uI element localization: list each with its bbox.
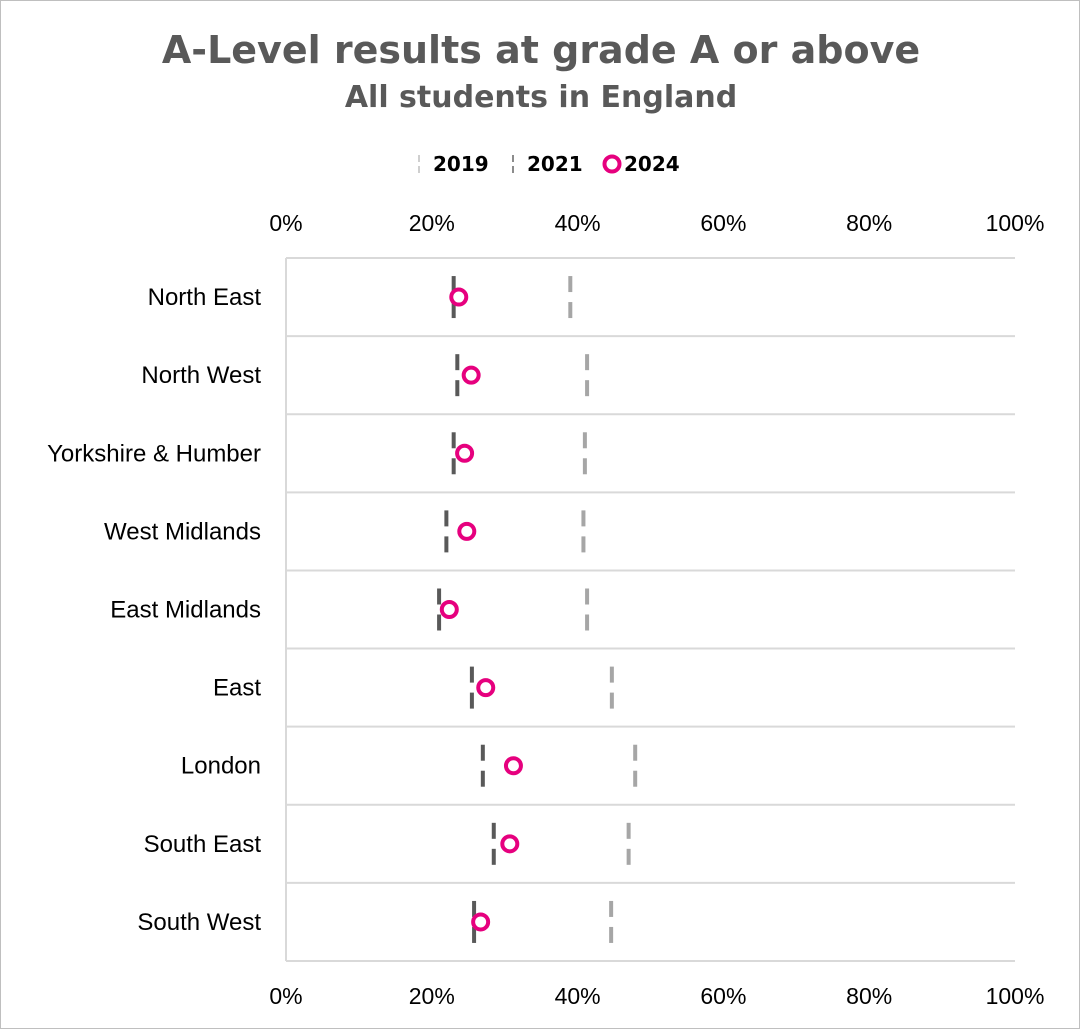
category-label: North East <box>148 284 262 311</box>
marker-2024 <box>476 678 496 698</box>
y-axis-categories: North East North West Yorkshire & Humber We… <box>47 284 261 936</box>
legend: 2019 2021 2024 <box>418 152 680 176</box>
category-label: London <box>181 753 261 780</box>
tick-label-bottom: 40% <box>555 983 601 1009</box>
legend-label: 2021 <box>527 152 583 176</box>
category-label: East Midlands <box>110 597 261 624</box>
marker-2024 <box>439 600 459 619</box>
tick-label-top: 40% <box>555 210 601 236</box>
marker-2024 <box>455 443 475 463</box>
category-label: East <box>213 675 261 702</box>
marker-2024 <box>503 756 523 776</box>
marker-2024 <box>449 287 469 307</box>
tick-label-top: 100% <box>986 210 1045 236</box>
x-axis-bottom: 0% 20% 40% 60% 80% 100% <box>269 983 1044 1009</box>
chart-subtitle: All students in England <box>345 80 737 115</box>
legend-label: 2019 <box>433 152 489 176</box>
legend-label: 2024 <box>624 152 680 176</box>
marker-2024 <box>500 834 520 854</box>
tick-label-bottom: 60% <box>700 983 746 1009</box>
legend-entry-2019: 2019 <box>418 152 489 176</box>
tick-label-bottom: 80% <box>846 983 892 1009</box>
tick-label-bottom: 0% <box>269 983 302 1009</box>
legend-entry-2021: 2021 <box>512 152 583 176</box>
grid <box>285 257 1015 962</box>
tick-label-bottom: 100% <box>986 983 1045 1009</box>
category-label: South East <box>144 831 262 858</box>
tick-label-top: 80% <box>846 210 892 236</box>
chart-title: A-Level results at grade A or above <box>162 28 920 72</box>
marker-2024 <box>461 365 481 385</box>
category-label: Yorkshire & Humber <box>47 440 261 467</box>
tick-label-bottom: 20% <box>409 983 455 1009</box>
category-label: North West <box>141 362 261 389</box>
data-marks <box>437 276 638 943</box>
tick-label-top: 60% <box>700 210 746 236</box>
category-label: West Midlands <box>104 518 261 545</box>
marker-2024 <box>471 912 491 932</box>
legend-marker-circle <box>602 154 622 174</box>
tick-label-top: 0% <box>269 210 302 236</box>
marker-2024 <box>457 521 477 541</box>
x-axis-top: 0% 20% 40% 60% 80% 100% <box>269 210 1044 236</box>
category-label: South West <box>137 909 261 936</box>
tick-label-top: 20% <box>409 210 455 236</box>
legend-entry-2024: 2024 <box>602 152 680 176</box>
